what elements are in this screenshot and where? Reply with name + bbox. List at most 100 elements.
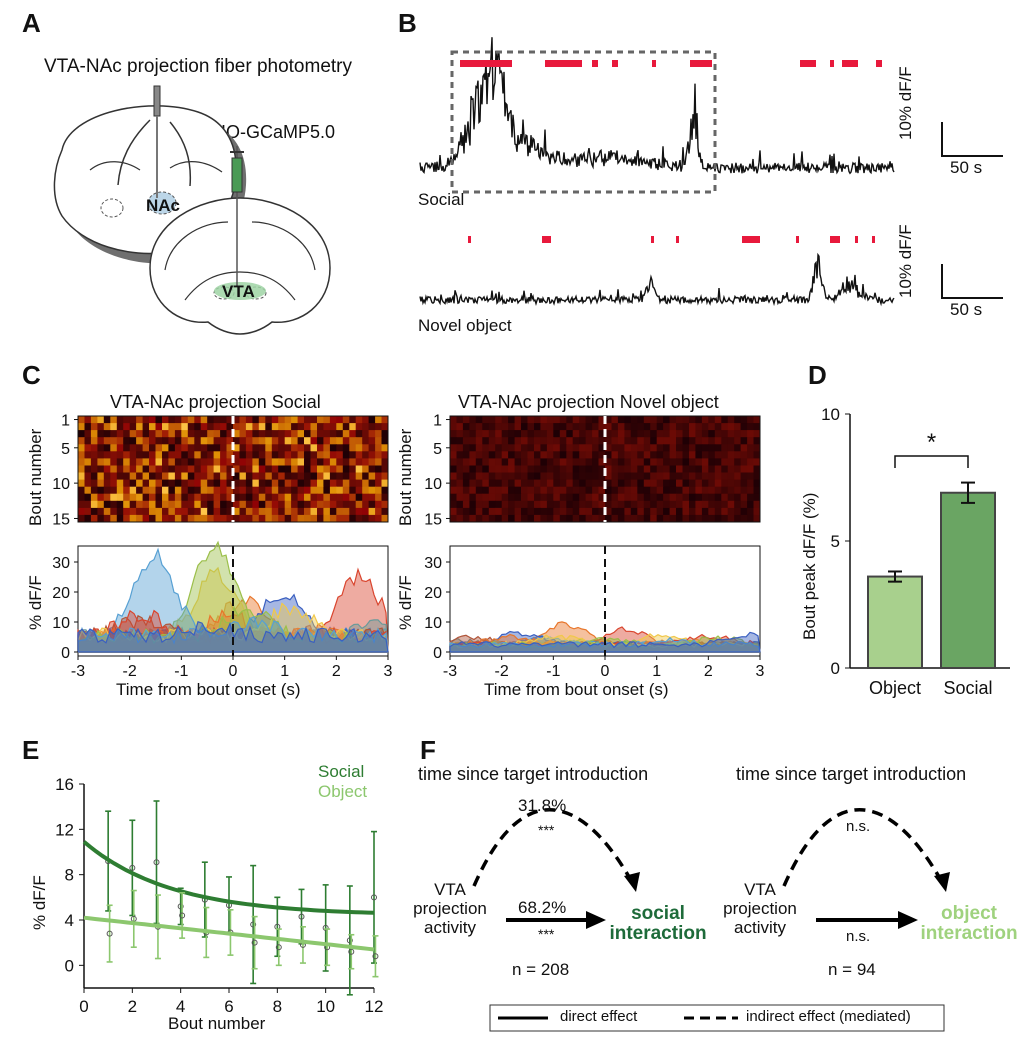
social-event-8 [842, 60, 858, 67]
heat-cell [110, 514, 118, 523]
heat-cell [310, 507, 318, 516]
heat-cell [630, 465, 638, 474]
heat-cell [181, 472, 189, 481]
heat-cell [656, 486, 664, 495]
heat-cell [168, 493, 176, 502]
heat-cell [546, 514, 554, 523]
scale-bar-1 [941, 122, 1003, 157]
heat-cell [207, 514, 215, 523]
heat-cell [168, 437, 176, 445]
heat-cell [187, 514, 195, 523]
heat-cell [592, 465, 600, 474]
heat-cell [527, 500, 535, 509]
heat-cell [747, 458, 755, 466]
heat-cell [689, 444, 696, 452]
heat-cell [540, 507, 548, 516]
heat-cell [482, 458, 490, 466]
heat-cell [656, 430, 664, 438]
heat-cell [501, 416, 509, 424]
heat-cell [258, 479, 266, 488]
heat-cell [187, 479, 195, 488]
trace-xtick-label: 1 [280, 663, 289, 680]
heat-cell [585, 479, 593, 488]
heat-cell [714, 444, 722, 452]
heat-cell [469, 430, 477, 438]
heat-cell [233, 500, 240, 509]
heat-cell [553, 430, 561, 438]
bar-category-label: Object [869, 678, 921, 698]
heat-cell [123, 500, 131, 509]
heat-cell [456, 423, 464, 431]
heat-cell [252, 493, 260, 502]
heat-cell [734, 465, 742, 474]
heat-cell [200, 458, 208, 466]
heat-cell [284, 465, 292, 474]
heat-cell [514, 437, 522, 445]
heat-cell [97, 472, 105, 481]
heat-cell [258, 451, 266, 459]
heat-cell [194, 493, 202, 502]
heat-cell [482, 507, 490, 516]
heat-cell [695, 423, 703, 431]
heat-cell [149, 416, 156, 424]
heat-cell [129, 479, 137, 488]
heat-cell [624, 472, 632, 481]
heat-cell [265, 479, 273, 488]
heat-cell [669, 437, 677, 445]
heat-cell [149, 493, 156, 502]
scale-bar-2 [941, 264, 1003, 299]
heat-cell [187, 458, 195, 466]
heat-cell [585, 514, 593, 523]
heat-cell [291, 514, 299, 523]
heat-cell [220, 444, 228, 452]
heat-cell [336, 486, 344, 495]
heat-cell [559, 416, 567, 424]
heat-cell [598, 500, 606, 509]
heat-cell [291, 444, 299, 452]
heat-cell [181, 514, 189, 523]
heat-cell [456, 430, 464, 438]
heat-cell [258, 430, 266, 438]
heat-cell [194, 458, 202, 466]
heat-cell [650, 458, 658, 466]
heat-cell [501, 423, 509, 431]
heat-cell [116, 444, 124, 452]
heat-cell [181, 437, 189, 445]
object-event-6 [830, 236, 840, 243]
heat-cell [650, 493, 658, 502]
heat-cell [181, 479, 189, 488]
heat-cell [637, 479, 645, 488]
trace-xtick-label: 0 [229, 663, 238, 680]
heat-cell [527, 493, 535, 502]
heat-cell [579, 444, 587, 452]
heat-cell [740, 451, 748, 459]
heat-cell [110, 430, 118, 438]
heat-cell [727, 430, 735, 438]
heat-cell [362, 479, 370, 488]
social-trace-label: Social [418, 190, 465, 209]
heat-cell [310, 514, 318, 523]
heat-cell [239, 514, 247, 523]
heat-cell [546, 507, 554, 516]
heat-cell [676, 486, 683, 495]
heat-cell [534, 493, 541, 502]
heat-cell [643, 458, 651, 466]
trace-xtick-label: -2 [495, 663, 509, 680]
heat-cell [669, 423, 677, 431]
heat-cell [656, 423, 664, 431]
virus-label: DIO-GCaMP5.0 [208, 122, 336, 142]
trace-xtick-label: 2 [704, 663, 713, 680]
heat-cell [663, 479, 671, 488]
heat-cell [213, 479, 221, 488]
n-right: n = 94 [828, 960, 876, 979]
heat-cell [149, 437, 156, 445]
heat-cell [226, 444, 234, 452]
heat-cell [650, 437, 658, 445]
heat-cell [501, 430, 509, 438]
heat-cell [559, 507, 567, 516]
heat-cell [501, 472, 509, 481]
heat-cell [559, 465, 567, 474]
heat-cell [727, 451, 735, 459]
heat-cell [84, 451, 92, 459]
